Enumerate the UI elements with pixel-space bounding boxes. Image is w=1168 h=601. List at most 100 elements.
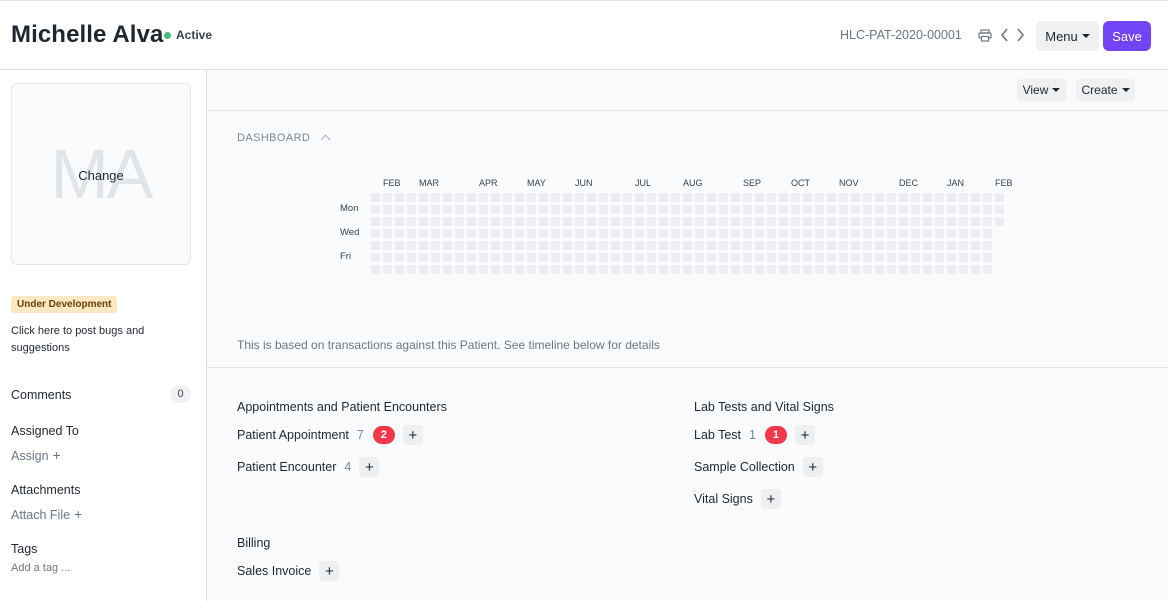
lab-test-link[interactable]: Lab Test [694,428,742,442]
heatmap-cell [875,253,884,262]
heatmap-cell [635,217,644,226]
attach-file-button[interactable]: Attach File + [11,506,82,522]
heatmap-cell [791,241,800,250]
heatmap-cell [983,265,992,274]
save-button[interactable]: Save [1103,21,1151,51]
heatmap-cell [923,205,932,214]
heatmap-cell [863,193,872,202]
heatmap-cell [611,241,620,250]
create-dropdown-button[interactable]: Create [1076,79,1135,101]
heatmap-cell [695,253,704,262]
avatar-change-label[interactable]: Change [78,168,124,183]
heatmap-cell [935,265,944,274]
heatmap-cell [539,253,548,262]
chevron-left-icon[interactable] [997,27,1011,43]
group-title-billing: Billing [237,536,271,550]
heatmap-cell [527,193,536,202]
heatmap-cell [503,265,512,274]
heatmap-cell [935,217,944,226]
chevron-right-icon[interactable] [1013,27,1027,43]
heatmap-cell [815,205,824,214]
vital-signs-link[interactable]: Vital Signs [694,492,753,506]
add-vital-signs-button[interactable]: + [760,489,781,509]
heatmap-cell [959,193,968,202]
avatar[interactable]: MA Change [11,83,191,265]
heatmap-cell [575,253,584,262]
heatmap-cell [635,193,644,202]
heatmap-cell [551,241,560,250]
patient-appointment-open-badge[interactable]: 2 [372,426,395,444]
lab-test-open-badge[interactable]: 1 [764,426,787,444]
heatmap-cell [803,205,812,214]
link-row-patient-encounter: Patient Encounter 4 + [237,456,380,478]
heatmap-cell [407,217,416,226]
heatmap-cell [407,205,416,214]
menu-button[interactable]: Menu [1036,21,1099,51]
view-dropdown-button[interactable]: View [1017,79,1066,101]
heatmap-cell [851,253,860,262]
heatmap-cell [599,265,608,274]
heatmap-cell [875,217,884,226]
sales-invoice-link[interactable]: Sales Invoice [237,564,312,578]
heatmap-cell [947,205,956,214]
heatmap-cell [839,205,848,214]
sample-collection-link[interactable]: Sample Collection [694,460,795,474]
heatmap-cell [491,265,500,274]
heatmap-cell [431,205,440,214]
heatmap-day-label: Fri [340,251,352,262]
heatmap-cell [623,193,632,202]
heatmap-cell [491,217,500,226]
heatmap-cell [419,229,428,238]
heatmap-cell [755,265,764,274]
patient-encounter-link[interactable]: Patient Encounter [237,460,337,474]
heatmap-cell [791,265,800,274]
assigned-to-label: Assigned To [11,424,79,438]
heatmap-cell [827,253,836,262]
heatmap-cell [731,217,740,226]
attachments-label: Attachments [11,483,81,497]
heatmap-cell [419,241,428,250]
heatmap-cell [611,193,620,202]
heatmap-month-label: MAY [527,178,546,188]
heatmap-cell [695,229,704,238]
heatmap-cell [575,229,584,238]
divider [207,367,1168,368]
heatmap-cell [671,229,680,238]
heatmap-cell [743,241,752,250]
heatmap-cell [371,265,380,274]
add-patient-appointment-button[interactable]: + [402,425,423,445]
heatmap-cell [455,241,464,250]
heatmap-cell [731,193,740,202]
heatmap-cell [395,229,404,238]
heatmap-cell [791,229,800,238]
dashboard-section-toggle[interactable]: DASHBOARD [237,132,331,145]
heatmap-cell [395,265,404,274]
add-lab-test-button[interactable]: + [794,425,815,445]
printer-icon[interactable] [978,27,992,43]
heatmap-cell [707,241,716,250]
heatmap-cell [647,229,656,238]
heatmap-cell [527,217,536,226]
heatmap-cell [731,253,740,262]
add-tag-input[interactable]: Add a tag ... [11,562,71,574]
heatmap-cell [851,241,860,250]
heatmap-cell [767,241,776,250]
group-title-lab-tests: Lab Tests and Vital Signs [694,400,834,414]
heatmap-cell [923,229,932,238]
heatmap-cell [935,241,944,250]
heatmap-cell [911,253,920,262]
heatmap-cell [683,217,692,226]
heatmap-cell [839,253,848,262]
heatmap-cell [647,193,656,202]
add-sample-collection-button[interactable]: + [802,457,823,477]
heatmap-cell [983,229,992,238]
add-patient-encounter-button[interactable]: + [359,457,380,477]
under-development-badge: Under Development [11,296,118,313]
heatmap-cell [971,265,980,274]
heatmap-cell [755,241,764,250]
assign-button[interactable]: Assign + [11,447,61,463]
heatmap-cell [659,229,668,238]
patient-appointment-link[interactable]: Patient Appointment [237,428,349,442]
add-sales-invoice-button[interactable]: + [319,561,340,581]
post-bugs-link[interactable]: Click here to post bugs and suggestions [11,325,145,354]
